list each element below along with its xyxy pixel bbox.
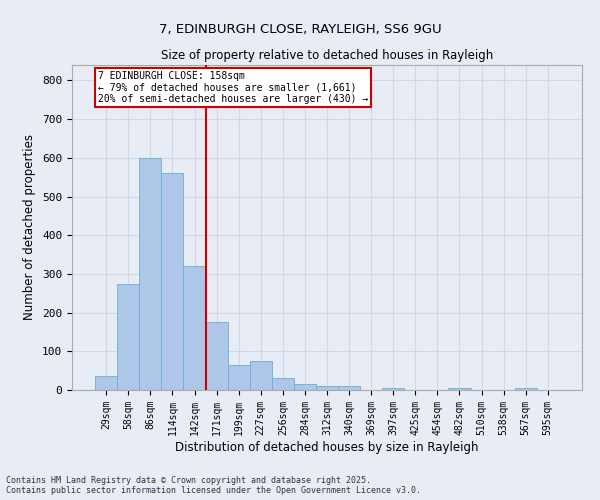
Text: Contains HM Land Registry data © Crown copyright and database right 2025.
Contai: Contains HM Land Registry data © Crown c… [6, 476, 421, 495]
Bar [448, 388, 470, 390]
Y-axis label: Number of detached properties: Number of detached properties [23, 134, 37, 320]
Bar [117, 284, 139, 390]
Bar [338, 386, 360, 390]
Bar [139, 158, 161, 390]
Bar [161, 174, 184, 390]
Bar [294, 384, 316, 390]
Bar [206, 322, 227, 390]
Bar [316, 386, 338, 390]
Bar [515, 388, 537, 390]
Title: Size of property relative to detached houses in Rayleigh: Size of property relative to detached ho… [161, 50, 493, 62]
Bar [227, 365, 250, 390]
Text: 7 EDINBURGH CLOSE: 158sqm
← 79% of detached houses are smaller (1,661)
20% of se: 7 EDINBURGH CLOSE: 158sqm ← 79% of detac… [98, 71, 368, 104]
X-axis label: Distribution of detached houses by size in Rayleigh: Distribution of detached houses by size … [175, 440, 479, 454]
Bar [382, 388, 404, 390]
Bar [184, 266, 206, 390]
Bar [95, 376, 117, 390]
Bar [250, 361, 272, 390]
Bar [272, 378, 294, 390]
Text: 7, EDINBURGH CLOSE, RAYLEIGH, SS6 9GU: 7, EDINBURGH CLOSE, RAYLEIGH, SS6 9GU [158, 22, 442, 36]
